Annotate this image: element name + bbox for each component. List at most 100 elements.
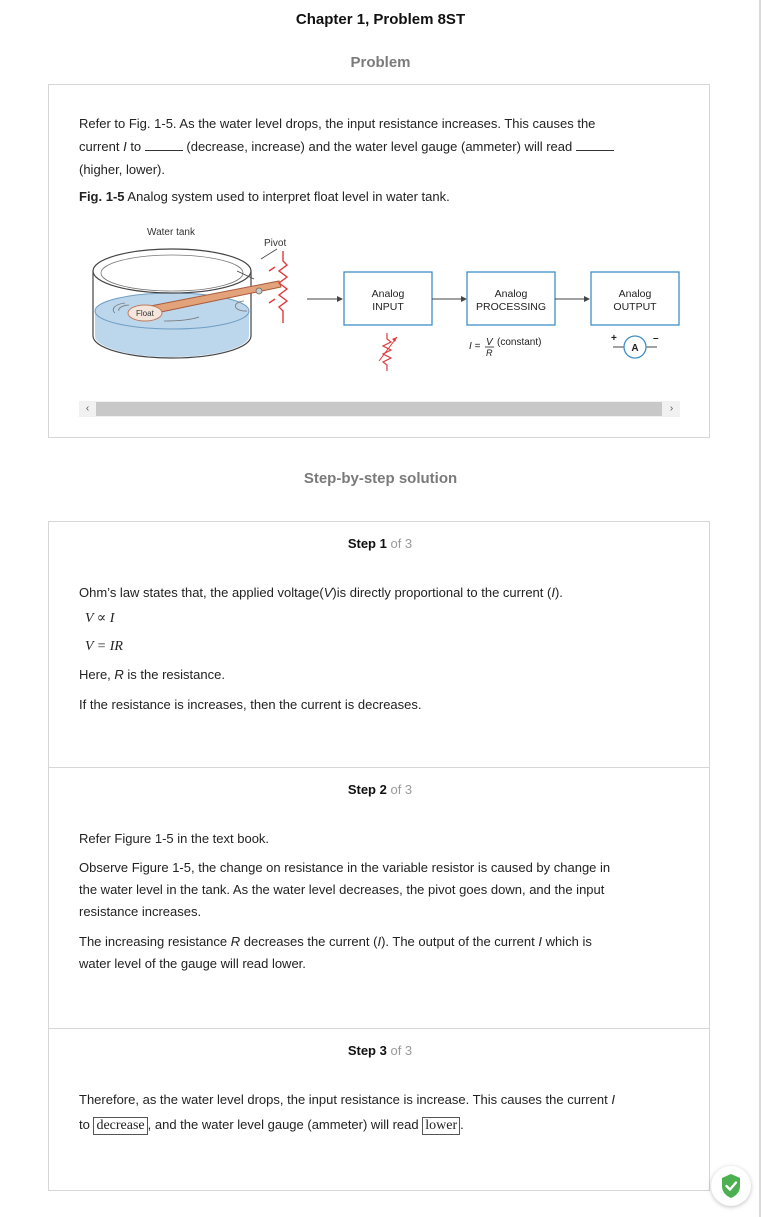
step-2-var-i2: I [538, 934, 542, 949]
ammeter-plus: + [611, 333, 617, 344]
problem-current-text: current [79, 139, 124, 154]
float [127, 304, 163, 322]
step-2-text-b: decreases the current ( [240, 934, 378, 949]
step-3-of: of 3 [390, 1043, 413, 1058]
formula-numerator: V [486, 337, 494, 348]
float-arm: Float [127, 248, 282, 322]
formula-note: (constant) [497, 337, 541, 348]
problem-line-1: Refer to Fig. 1-5. As the water level dr… [79, 116, 596, 131]
ammeter-label: A [631, 343, 638, 354]
step-1-label: Step 1 of 3 [49, 536, 711, 551]
step-1-var-i: I [551, 585, 555, 600]
answer-blank-1 [144, 136, 183, 151]
pivot-label: Pivot [264, 238, 286, 249]
step-2-panel: Step 2 of 3 Refer Figure 1-5 in the text… [48, 767, 710, 1029]
figure-horizontal-scrollbar[interactable]: ‹ › [79, 401, 680, 417]
problem-to-text: to [126, 139, 145, 154]
problem-text: Refer to Fig. 1-5. As the water level dr… [79, 112, 679, 181]
step-3-text-a: Therefore, as the water level drops, the… [79, 1092, 612, 1107]
analog-processing-box: Analog PROCESSING [466, 271, 556, 326]
analog-input-box: Analog INPUT [343, 271, 433, 326]
problem-line-2: current I to (decrease, increase) and th… [79, 135, 679, 158]
chapter-title: Chapter 1, Problem 8ST [295, 11, 466, 28]
scroll-left-arrow-icon[interactable]: ‹ [85, 403, 90, 414]
shield-check-icon [722, 1174, 740, 1198]
resistor-zigzag [277, 251, 289, 323]
analog-output-line2: OUTPUT [613, 301, 657, 313]
connector-1-arrowhead [337, 296, 343, 302]
resistor-arrow-b [268, 298, 276, 304]
step-2-text-c: ). The output of the current [381, 934, 539, 949]
step-3-answer: Therefore, as the water level drops, the… [79, 1087, 679, 1137]
analog-input-line1: Analog [372, 288, 405, 300]
solution-heading: Step-by-step solution [303, 470, 458, 487]
input-resistor-symbol [378, 333, 398, 371]
analog-input-line2: INPUT [372, 301, 404, 313]
step-2-increasing: The increasing resistance R decreases th… [79, 931, 679, 975]
float-label: Float [136, 309, 155, 318]
step-1-panel: Step 1 of 3 Ohm’s law states that, the a… [48, 521, 710, 768]
analog-output-line1: Analog [619, 288, 652, 300]
figure-caption: Fig. 1-5 Analog system used to interpret… [79, 185, 679, 208]
step-1-text-c: ). [554, 585, 563, 600]
step-3-text-b: , and the water level gauge (ammeter) wi… [147, 1117, 423, 1132]
step-3-title: Step 3 [347, 1043, 387, 1058]
step-2-label: Step 2 of 3 [49, 782, 711, 797]
ammeter-ring [623, 335, 647, 359]
ammeter-minus: – [653, 333, 659, 344]
step-3-to-text: to [79, 1117, 94, 1132]
problem-choice-text: (decrease, increase) and the water level… [182, 139, 576, 154]
figure-caption-text: Analog system used to interpret float le… [124, 189, 450, 204]
answer-blank-2 [575, 136, 614, 151]
step-3-label: Step 3 of 3 [49, 1043, 711, 1058]
water-tank-label: Water tank [147, 227, 196, 238]
answer-decrease: decrease [93, 1117, 148, 1135]
step-2-var-r: R [230, 934, 241, 949]
step-1-title: Step 1 [347, 536, 387, 551]
input-resistor-zigzag [381, 333, 393, 371]
step-1-here-text: Here, [79, 667, 115, 682]
step-1-resistance-def: Here, R is the resistance. [79, 663, 679, 686]
connector-3-arrowhead [584, 296, 590, 302]
step-2-text-d: which is [541, 934, 592, 949]
step-1-text-b: )is directly proportional to the current… [332, 585, 552, 600]
step-1-var-r: R [114, 667, 124, 682]
scroll-right-arrow-icon[interactable]: › [669, 403, 674, 414]
page-right-border [759, 0, 761, 1217]
problem-current-var: I [123, 139, 127, 154]
pivot-point [255, 287, 263, 295]
step-2-of: of 3 [390, 782, 413, 797]
analog-processing-line1: Analog [495, 288, 528, 300]
problem-heading: Problem [350, 54, 411, 71]
variable-resistor [268, 251, 289, 323]
resistor-arrow-a [268, 266, 276, 272]
step-2-observe-line-3: resistance increases. [79, 904, 202, 919]
step-2-title: Step 2 [347, 782, 387, 797]
step-3-period: . [460, 1117, 464, 1132]
step-2-observe: Observe Figure 1-5, the change on resist… [79, 857, 679, 923]
step-2-increasing-line-1: The increasing resistance R decreases th… [79, 931, 679, 953]
step-3-line-1: Therefore, as the water level drops, the… [79, 1087, 679, 1112]
step-2-var-i: I [377, 934, 382, 949]
step-1-ohms-law: Ohm’s law states that, the applied volta… [79, 581, 679, 604]
security-badge[interactable] [711, 1166, 751, 1206]
step-1-here-tail: is the resistance. [123, 667, 225, 682]
scroll-thumb[interactable] [96, 402, 662, 416]
step-2-text-a: The increasing resistance [79, 934, 231, 949]
ammeter-symbol: A + – [611, 333, 659, 359]
analog-processing-line2: PROCESSING [476, 301, 546, 313]
step-2-observe-line-1: Observe Figure 1-5, the change on resist… [79, 860, 611, 875]
water-tank [92, 248, 252, 359]
equation-ohms-law: V = IR [85, 639, 123, 654]
formula-denominator: R [486, 348, 493, 358]
analog-output-box: Analog OUTPUT [590, 271, 680, 326]
analog-processing-frame [466, 271, 556, 326]
analog-output-frame [590, 271, 680, 326]
analog-input-frame [343, 271, 433, 326]
step-1-of: of 3 [390, 536, 413, 551]
answer-lower: lower [422, 1117, 461, 1135]
tank-rim [92, 248, 252, 294]
step-1-var-v: V [323, 585, 333, 600]
problem-line-3: (higher, lower). [79, 162, 165, 177]
figure-label: Fig. 1-5 [79, 189, 125, 204]
